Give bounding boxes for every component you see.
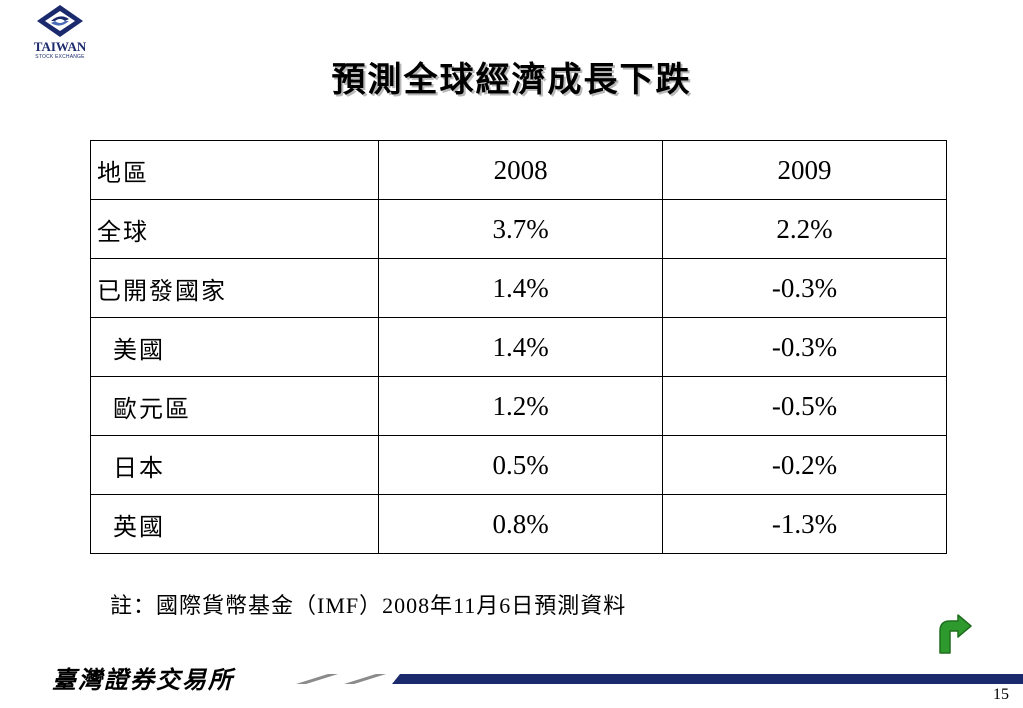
value-2008-cell: 0.5% xyxy=(378,435,663,495)
value-2009-cell: 2.2% xyxy=(661,199,948,259)
table-row: 歐元區 1.2% -0.5% xyxy=(89,376,948,436)
region-cell: 日本 xyxy=(89,435,380,495)
table-row: 英國 0.8% -1.3% xyxy=(89,494,948,554)
value-2009-cell: -0.3% xyxy=(661,258,948,318)
value-2008-cell: 3.7% xyxy=(378,199,663,259)
region-cell: 美國 xyxy=(89,317,380,377)
return-arrow-icon xyxy=(939,614,972,654)
region-cell: 全球 xyxy=(89,199,380,259)
value-2008-cell: 1.4% xyxy=(378,317,663,377)
header-2009: 2009 xyxy=(661,140,948,200)
logo-subtitle: STOCK EXCHANGE xyxy=(35,54,85,60)
source-note: 註：國際貨幣基金（IMF）2008年11月6日預測資料 xyxy=(110,593,627,618)
table-row: 日本 0.5% -0.2% xyxy=(89,435,948,495)
footer-divider xyxy=(296,674,1023,684)
value-2009-cell: -0.5% xyxy=(661,376,948,436)
footer-brand: 臺灣證券交易所 xyxy=(52,665,234,694)
page-title: 預測全球經濟成長下跌 xyxy=(331,60,692,100)
region-cell: 歐元區 xyxy=(89,376,380,436)
table-header-row: 地區 2008 2009 xyxy=(89,140,948,200)
value-2009-cell: -1.3% xyxy=(661,494,948,554)
return-button[interactable] xyxy=(934,613,974,655)
value-2009-cell: -0.2% xyxy=(661,435,948,495)
header-region: 地區 xyxy=(89,140,380,200)
table-row: 全球 3.7% 2.2% xyxy=(89,199,948,259)
value-2009-cell: -0.3% xyxy=(661,317,948,377)
table-row: 已開發國家 1.4% -0.3% xyxy=(89,258,948,318)
logo-name: TAIWAN xyxy=(33,39,87,54)
twse-logo: TAIWAN STOCK EXCHANGE xyxy=(24,4,96,64)
page-number: 15 xyxy=(993,686,1009,703)
region-cell: 已開發國家 xyxy=(89,258,380,318)
growth-forecast-table: 地區 2008 2009 全球 3.7% 2.2% 已開發國家 1.4% -0.… xyxy=(89,140,948,554)
value-2008-cell: 1.2% xyxy=(378,376,663,436)
value-2008-cell: 0.8% xyxy=(378,494,663,554)
value-2008-cell: 1.4% xyxy=(378,258,663,318)
header-2008: 2008 xyxy=(378,140,663,200)
table-row: 美國 1.4% -0.3% xyxy=(89,317,948,377)
twse-logo-icon xyxy=(37,5,83,37)
region-cell: 英國 xyxy=(89,494,380,554)
